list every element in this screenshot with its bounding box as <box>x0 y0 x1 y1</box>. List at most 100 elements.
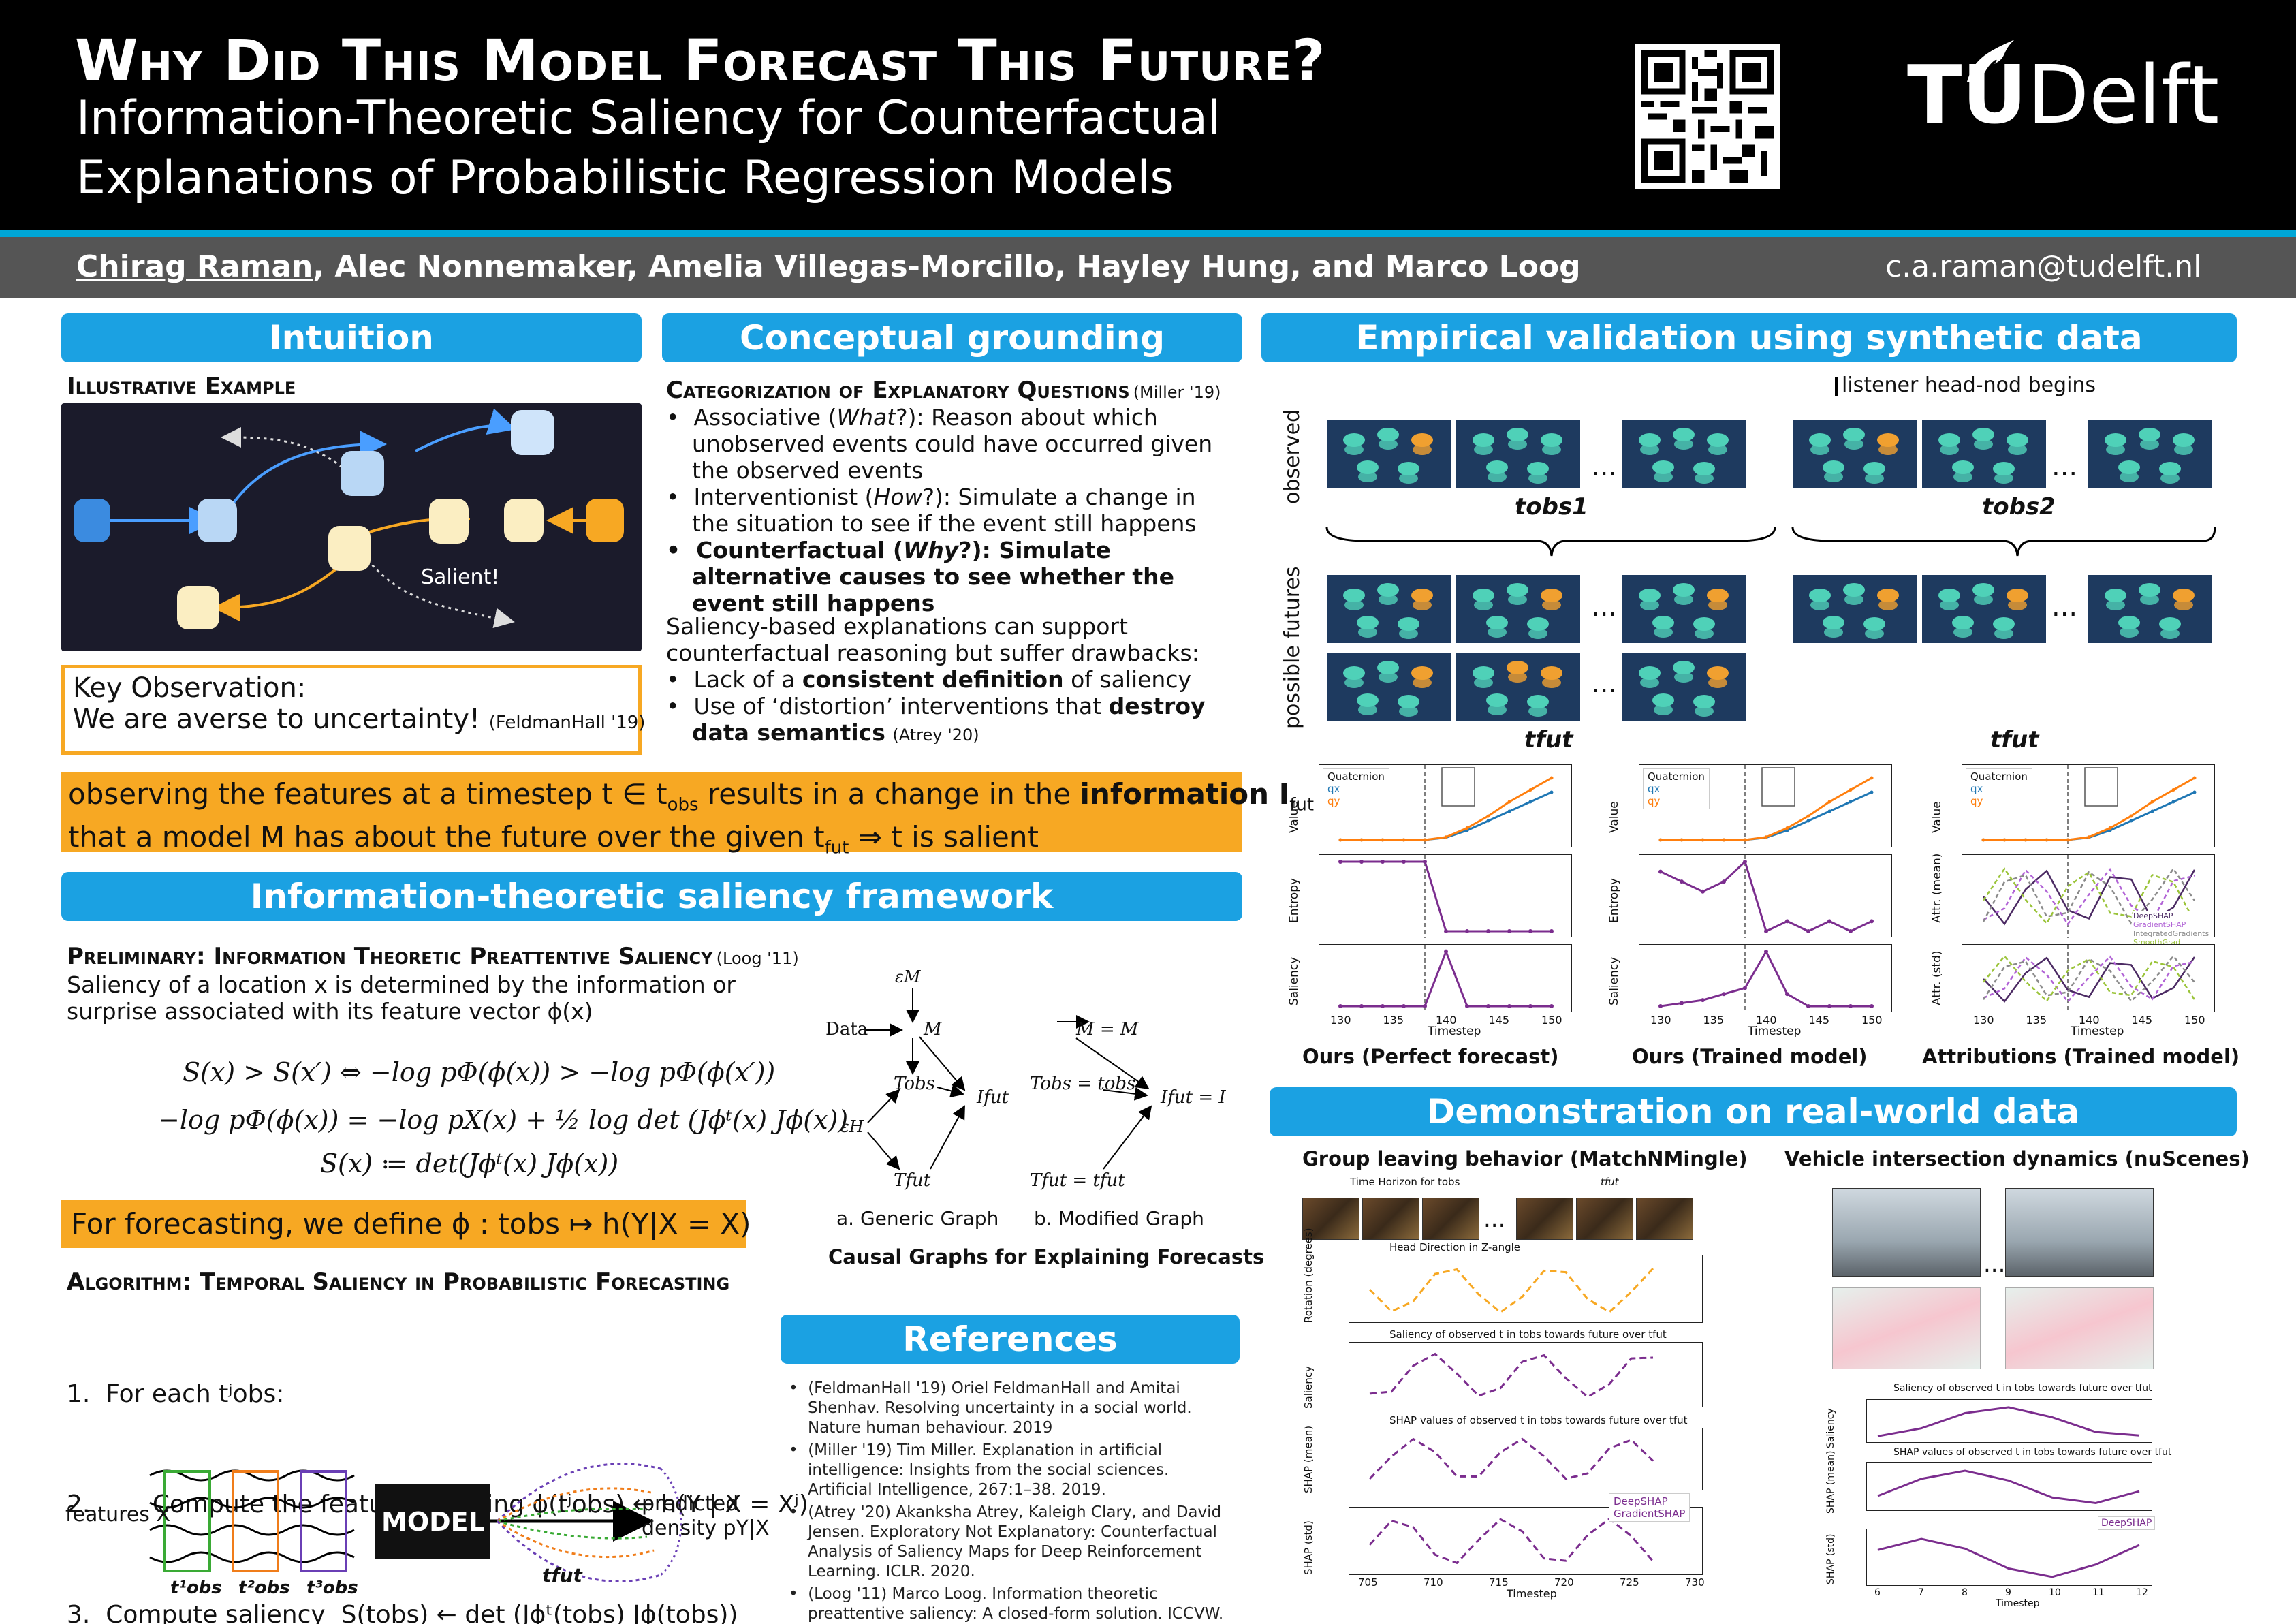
preliminary-text: Saliency of a location x is determined b… <box>67 971 736 1025</box>
data-point <box>1550 790 1554 794</box>
plot-svg <box>1338 855 1554 938</box>
ellipsis-2: ... <box>2051 451 2078 482</box>
agent-head <box>1527 695 1549 708</box>
brace-svg <box>1325 527 2216 557</box>
agent-body <box>1654 704 1673 715</box>
data-point <box>1701 889 1705 894</box>
legend-entry: GradientSHAP <box>1614 1508 1686 1520</box>
data-point <box>1764 950 1768 954</box>
tobs1-label: tobs1 <box>1515 493 1588 520</box>
legend: Quaternion qx qy <box>1323 768 1389 809</box>
caption-modified-graph: b. Modified Graph <box>1034 1207 1204 1230</box>
agent-head <box>1357 616 1379 629</box>
data-point <box>2150 800 2154 804</box>
tfut-node: Tfut <box>894 1170 931 1191</box>
time-horizon-label: Time Horizon for tobs <box>1350 1176 1460 1188</box>
data-point <box>1981 838 1985 842</box>
agent-head <box>1652 460 1674 474</box>
agent-body <box>1344 444 1364 455</box>
synthetic-frame <box>1455 574 1582 644</box>
key-observation-box: Key Observation: We are averse to uncert… <box>61 665 645 755</box>
poster-title: Why Did This Model Forecast This Future? <box>75 27 1326 94</box>
agent-head <box>1639 433 1661 447</box>
data-point <box>1507 809 1511 813</box>
agent-body <box>1674 439 1693 450</box>
agent-body <box>1399 473 1418 484</box>
agent-head <box>2105 433 2126 447</box>
caption-generic-graph: a. Generic Graph <box>836 1207 999 1230</box>
qr-code[interactable] <box>1635 44 1780 189</box>
x-tick-label: 140 <box>2079 1014 2100 1027</box>
data-point <box>1785 992 1789 997</box>
data-point <box>1423 838 1427 842</box>
caption-trained-model: Ours (Trained model) <box>1632 1045 1868 1068</box>
x-tick-label: 135 <box>1703 1014 1725 1027</box>
agent-head <box>2139 428 2160 441</box>
agents-svg <box>1809 583 1899 639</box>
series-line <box>1982 954 2195 1003</box>
synthetic-frame <box>1325 651 1452 722</box>
y-axis-label: Saliency <box>1302 1366 1315 1409</box>
down-arrow-icon <box>1835 376 1838 396</box>
tfut-small-label: tfut <box>1601 1176 1619 1188</box>
agent-head <box>1843 428 1865 441</box>
ellipsis-3: ... <box>1591 591 1618 623</box>
legend-entry: qx <box>1648 783 1661 795</box>
series-line <box>1983 955 2195 1003</box>
data-point <box>1528 788 1532 792</box>
plot-axes <box>1319 854 1572 938</box>
agent-body <box>1953 471 1972 482</box>
model-label: MODEL <box>381 1507 485 1537</box>
agent-head <box>1377 428 1399 441</box>
agent-head <box>1652 616 1674 629</box>
author-list: Chirag Raman, Alec Nonnemaker, Amelia Vi… <box>76 249 1581 284</box>
series-line <box>1369 1352 1654 1399</box>
agents-svg <box>1938 428 2028 484</box>
first-author: Chirag Raman <box>76 249 313 284</box>
agent-head <box>1639 589 1661 602</box>
agents-svg <box>1343 661 1433 717</box>
data-point <box>1550 1004 1554 1008</box>
data-point <box>1486 1004 1490 1008</box>
x-tick-label: 130 <box>1650 1014 1671 1027</box>
x-tick-label: 145 <box>2131 1014 2153 1027</box>
data-point <box>1338 838 1342 842</box>
data-point <box>2171 788 2175 792</box>
agent-body <box>1640 599 1659 610</box>
x-tick-label: 140 <box>1756 1014 1777 1027</box>
algorithm-step: 3. Compute saliency S(tobs) ← det (Jϕᵗ(t… <box>67 1601 738 1624</box>
x-tick-label: 11 <box>2092 1587 2105 1598</box>
data-point <box>1507 929 1511 933</box>
forecast-definition: For forecasting, we define ϕ : tobs ↦ h(… <box>61 1200 751 1248</box>
reference-item: • (FeldmanHall '19) Oriel FeldmanHall an… <box>789 1379 1192 1437</box>
synthetic-frame <box>1621 418 1748 489</box>
agent-body <box>1994 473 2013 484</box>
salient-label: Salient! <box>421 565 500 589</box>
tobs2-label: tobs2 <box>1982 493 2056 520</box>
data-point <box>1870 1004 1874 1008</box>
heatmap-map <box>2005 1287 2154 1369</box>
agent-body <box>1528 473 1547 484</box>
zoom-inset <box>1441 767 1475 807</box>
x-tick-label: 145 <box>1808 1014 1830 1027</box>
agent-body <box>1508 439 1527 450</box>
y-axis-label: SHAP (mean) <box>1825 1450 1836 1514</box>
data-point <box>1507 1004 1511 1008</box>
preliminary-heading: Preliminary: Information Theoretic Preat… <box>67 943 799 970</box>
synthetic-frame <box>1325 418 1452 489</box>
conceptual-banner: Conceptual grounding <box>662 313 1242 362</box>
agent-body <box>1379 594 1398 605</box>
agent-head <box>1843 583 1865 597</box>
data-point <box>1402 860 1406 864</box>
video-frame <box>1422 1198 1479 1240</box>
y-axis-label: Attr. (mean) <box>1930 853 1944 923</box>
agent-body <box>2140 439 2159 450</box>
agent-head <box>1411 433 1433 447</box>
equation-2: −log pΦ(ϕ(x)) = −log pX(x) + ½ log det (… <box>158 1105 849 1135</box>
agent-head <box>1473 589 1494 602</box>
contact-email[interactable]: c.a.raman@tudelft.nl <box>1885 249 2202 284</box>
plot-title: Saliency of observed t in tobs towards f… <box>1893 1383 2152 1394</box>
y-axis-label: SHAP (mean) <box>1302 1425 1315 1493</box>
agent-head <box>1411 666 1433 680</box>
agent-head <box>1398 695 1419 708</box>
